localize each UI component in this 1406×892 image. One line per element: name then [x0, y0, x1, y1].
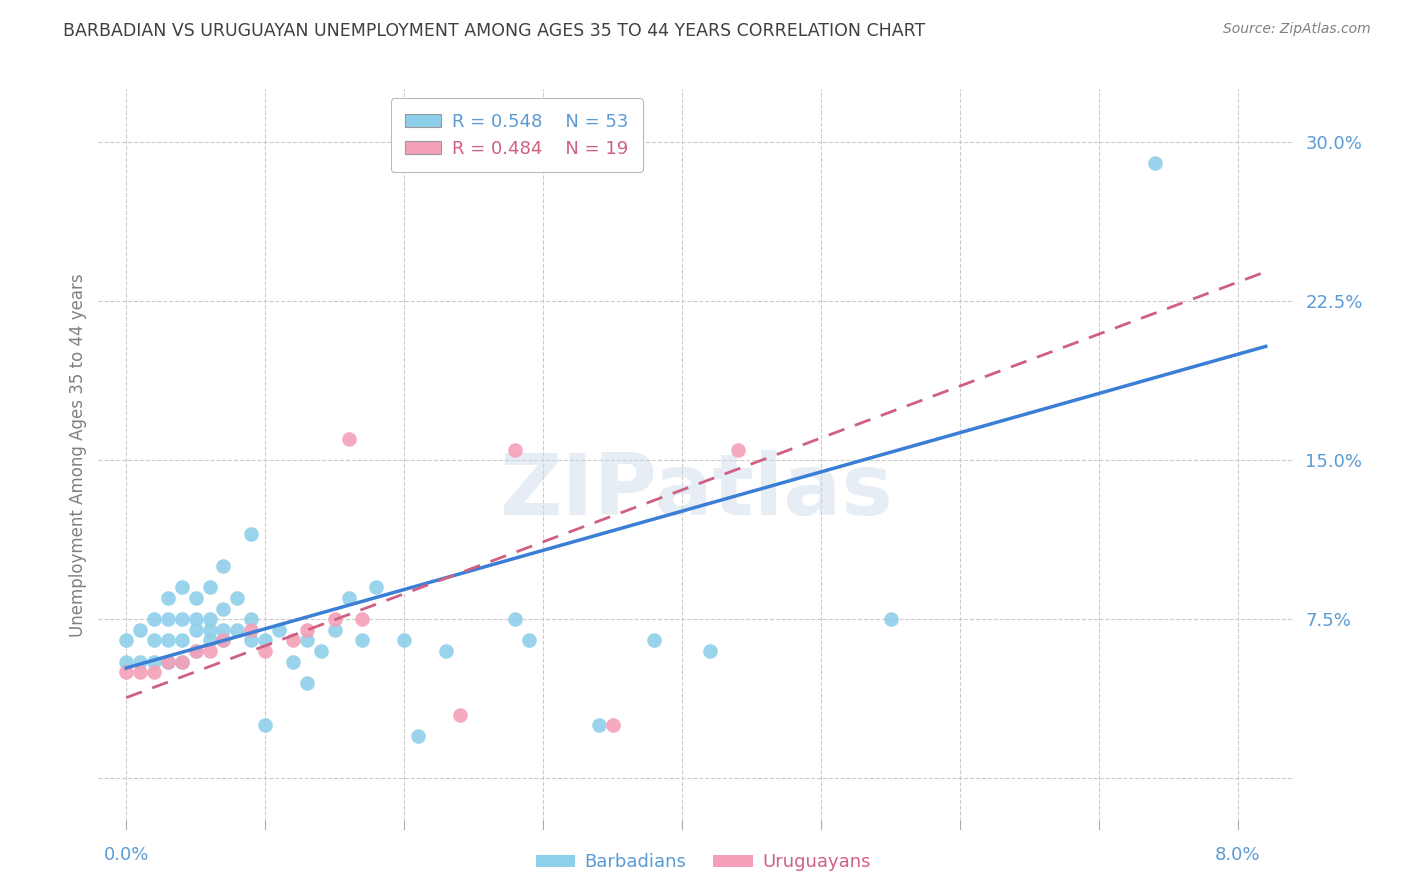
Point — [295, 676, 318, 690]
Point — [212, 601, 235, 615]
Point — [254, 718, 277, 732]
Point — [254, 633, 277, 648]
Point — [198, 612, 221, 626]
Point — [505, 442, 527, 457]
Point — [184, 644, 207, 658]
Point — [170, 581, 193, 595]
Point — [281, 633, 304, 648]
Point — [295, 623, 318, 637]
Point — [198, 623, 221, 637]
Point — [143, 612, 166, 626]
Point — [156, 591, 179, 605]
Point — [198, 581, 221, 595]
Point — [143, 665, 166, 680]
Point — [337, 591, 360, 605]
Point — [699, 644, 721, 658]
Legend: Barbadians, Uruguayans: Barbadians, Uruguayans — [529, 847, 877, 879]
Point — [212, 623, 235, 637]
Point — [352, 633, 374, 648]
Point — [281, 655, 304, 669]
Point — [240, 612, 263, 626]
Point — [727, 442, 749, 457]
Point — [434, 644, 457, 658]
Point — [143, 655, 166, 669]
Point — [295, 633, 318, 648]
Point — [170, 612, 193, 626]
Point — [170, 655, 193, 669]
Point — [449, 707, 471, 722]
Point — [323, 612, 346, 626]
Point — [309, 644, 332, 658]
Point — [517, 633, 540, 648]
Point — [156, 655, 179, 669]
Point — [198, 644, 221, 658]
Point — [184, 591, 207, 605]
Point — [879, 612, 901, 626]
Point — [156, 655, 179, 669]
Point — [115, 665, 138, 680]
Point — [198, 633, 221, 648]
Point — [337, 432, 360, 446]
Point — [212, 633, 235, 648]
Point — [323, 623, 346, 637]
Point — [1143, 156, 1166, 170]
Point — [392, 633, 415, 648]
Point — [352, 612, 374, 626]
Text: ZIPatlas: ZIPatlas — [499, 450, 893, 533]
Point — [170, 633, 193, 648]
Point — [115, 655, 138, 669]
Point — [115, 633, 138, 648]
Point — [240, 527, 263, 541]
Point — [156, 633, 179, 648]
Point — [129, 665, 152, 680]
Point — [226, 623, 249, 637]
Point — [184, 612, 207, 626]
Point — [643, 633, 665, 648]
Point — [212, 559, 235, 574]
Point — [366, 581, 388, 595]
Y-axis label: Unemployment Among Ages 35 to 44 years: Unemployment Among Ages 35 to 44 years — [69, 273, 87, 637]
Point — [240, 633, 263, 648]
Point — [212, 633, 235, 648]
Point — [505, 612, 527, 626]
Legend: R = 0.548    N = 53, R = 0.484    N = 19: R = 0.548 N = 53, R = 0.484 N = 19 — [391, 98, 643, 172]
Text: BARBADIAN VS URUGUAYAN UNEMPLOYMENT AMONG AGES 35 TO 44 YEARS CORRELATION CHART: BARBADIAN VS URUGUAYAN UNEMPLOYMENT AMON… — [63, 22, 925, 40]
Text: 8.0%: 8.0% — [1215, 847, 1261, 864]
Point — [226, 591, 249, 605]
Point — [240, 623, 263, 637]
Point — [588, 718, 610, 732]
Point — [602, 718, 624, 732]
Point — [143, 633, 166, 648]
Text: Source: ZipAtlas.com: Source: ZipAtlas.com — [1223, 22, 1371, 37]
Text: 0.0%: 0.0% — [104, 847, 149, 864]
Point — [254, 644, 277, 658]
Point — [129, 655, 152, 669]
Point — [406, 729, 429, 743]
Point — [170, 655, 193, 669]
Point — [156, 612, 179, 626]
Point — [267, 623, 290, 637]
Point — [184, 644, 207, 658]
Point — [184, 623, 207, 637]
Point — [129, 623, 152, 637]
